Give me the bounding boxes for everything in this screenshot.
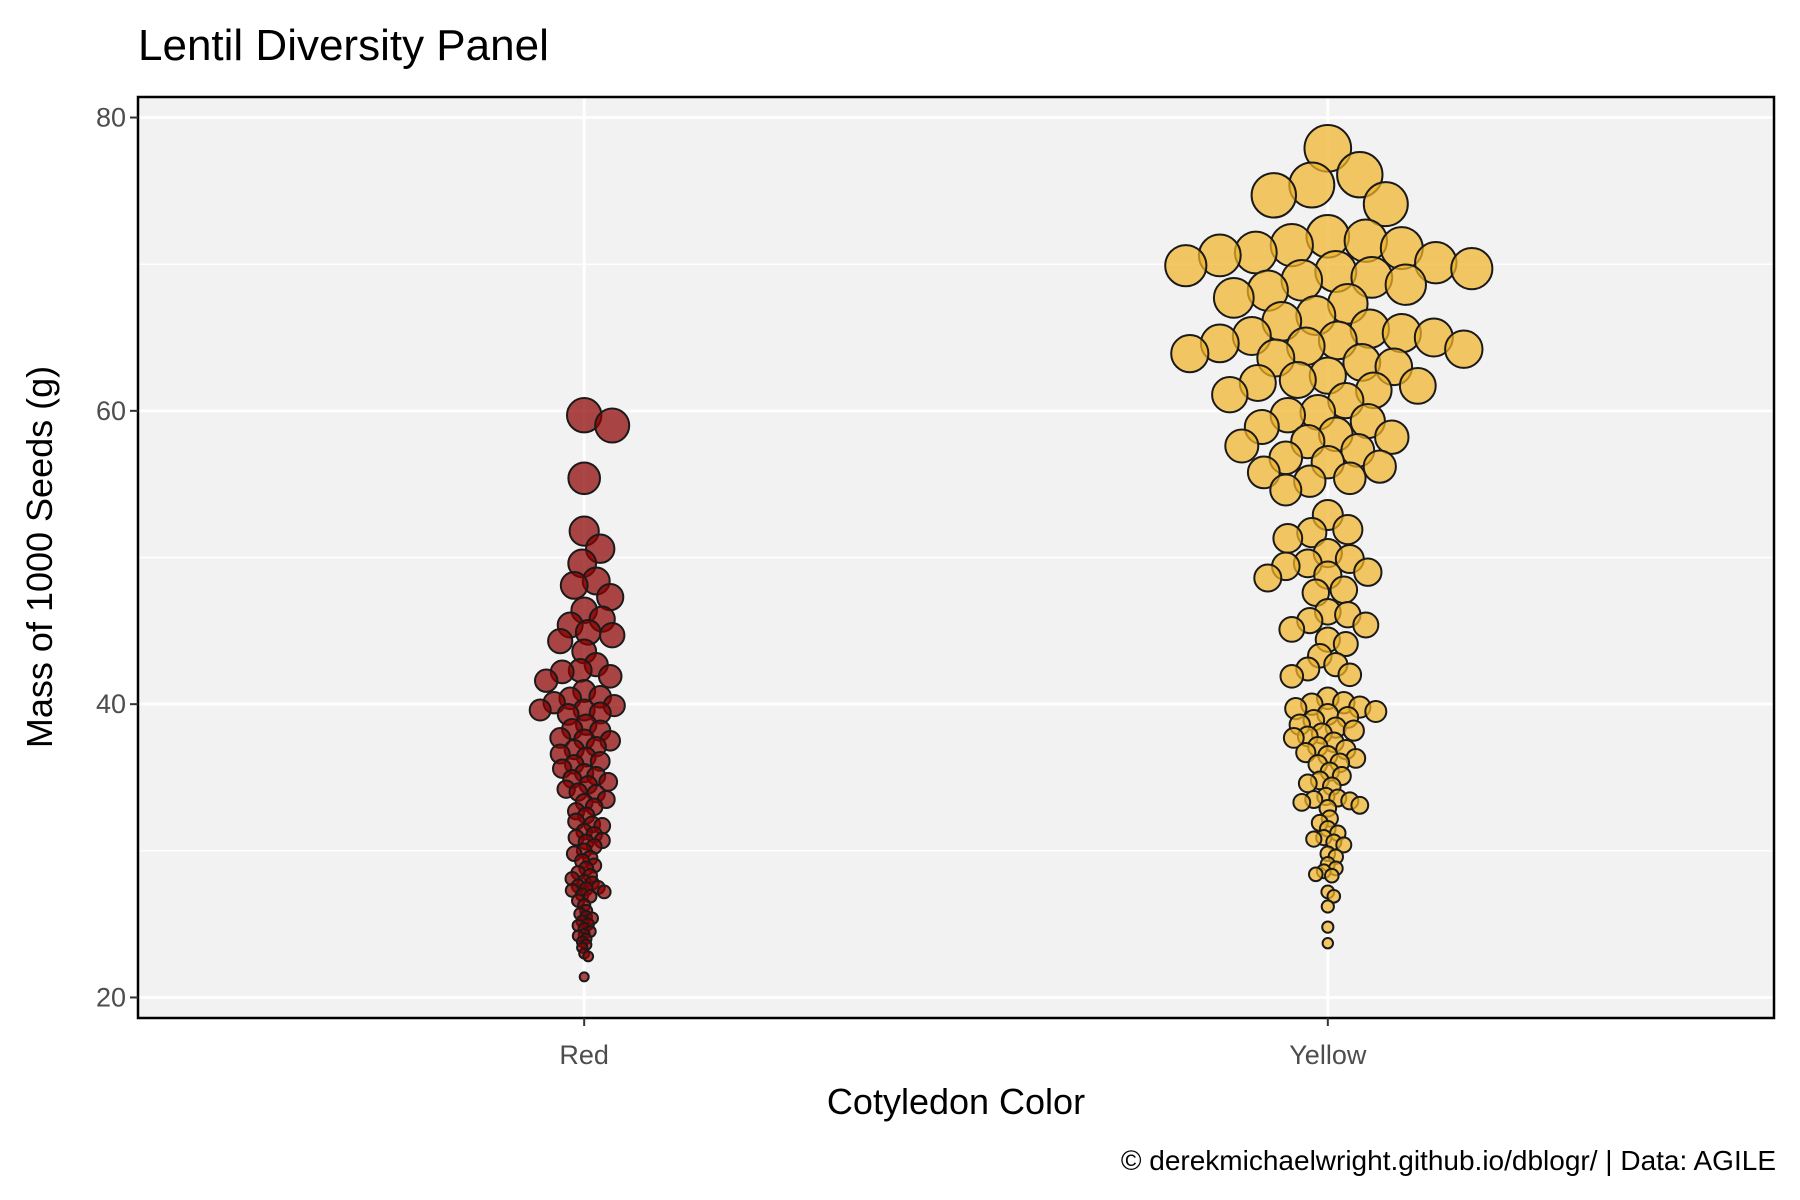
data-point-yellow — [1364, 700, 1388, 723]
x-axis: Red Yellow — [559, 1018, 1367, 1070]
data-point-red — [567, 461, 602, 496]
y-axis: 20 40 60 80 — [96, 103, 138, 1012]
data-point-yellow — [1352, 611, 1380, 639]
data-point-yellow — [1337, 662, 1363, 688]
data-point-yellow — [1350, 795, 1370, 815]
data-point-yellow — [1326, 889, 1342, 904]
y-tick-label: 20 — [96, 982, 126, 1012]
data-point-yellow — [1321, 937, 1335, 950]
data-point-red — [597, 664, 623, 689]
data-point-yellow — [1336, 151, 1384, 199]
data-point-yellow — [1342, 719, 1365, 742]
data-point-yellow — [1332, 514, 1364, 546]
data-point-yellow — [1321, 920, 1335, 934]
x-axis-title: Cotyledon Color — [827, 1081, 1085, 1122]
data-point-yellow — [1211, 376, 1249, 414]
y-axis-title: Mass of 1000 Seeds (g) — [19, 366, 60, 748]
data-point-yellow — [1444, 329, 1484, 369]
data-point-yellow — [1212, 277, 1255, 319]
chart-title: Lentil Diversity Panel — [138, 21, 549, 70]
data-point-yellow — [1272, 523, 1304, 554]
data-point-yellow — [1329, 575, 1359, 605]
data-point-red — [578, 971, 590, 983]
data-point-red — [528, 698, 552, 722]
data-point-yellow — [1282, 727, 1305, 749]
data-point-yellow — [1253, 563, 1283, 593]
plot-panel-border — [136, 95, 1776, 1020]
y-tick-label: 60 — [96, 396, 126, 426]
data-point-yellow — [1335, 836, 1353, 854]
data-point-red — [547, 628, 574, 655]
data-point-red — [594, 407, 631, 444]
data-point-yellow — [1320, 899, 1335, 914]
data-point-yellow — [1308, 866, 1324, 883]
data-point-yellow — [1278, 616, 1306, 643]
x-tick-label: Red — [559, 1040, 609, 1070]
data-point-yellow — [1374, 419, 1410, 455]
data-points — [528, 124, 1494, 983]
data-point-yellow — [1450, 247, 1494, 291]
data-point-yellow — [1279, 664, 1305, 689]
data-point-yellow — [1170, 334, 1210, 374]
data-point-red — [596, 884, 612, 900]
data-point-yellow — [1224, 428, 1260, 464]
data-point-red — [582, 950, 595, 963]
y-tick-label: 40 — [96, 689, 126, 719]
data-point-yellow — [1332, 631, 1359, 657]
data-point-yellow — [1278, 361, 1317, 399]
x-tick-label: Yellow — [1289, 1040, 1367, 1070]
data-point-yellow — [1333, 461, 1367, 496]
data-point-yellow — [1292, 793, 1312, 812]
data-point-red — [534, 668, 559, 693]
data-point-yellow — [1353, 557, 1383, 587]
data-point-yellow — [1343, 218, 1389, 263]
data-point-yellow — [1269, 473, 1303, 507]
data-point-yellow — [1384, 263, 1428, 306]
data-point-yellow — [1164, 244, 1208, 288]
data-point-yellow — [1362, 181, 1409, 228]
data-point-yellow — [1305, 830, 1323, 848]
data-point-yellow — [1398, 367, 1437, 405]
y-tick-label: 80 — [96, 103, 126, 133]
data-point-red — [599, 622, 626, 649]
data-point-red — [559, 571, 589, 600]
data-point-yellow — [1324, 867, 1340, 884]
data-point-yellow — [1250, 172, 1298, 219]
data-point-yellow — [1297, 773, 1318, 794]
chart-caption: © derekmichaelwright.github.io/dblogr/ |… — [1121, 1145, 1776, 1176]
data-point-yellow — [1362, 449, 1397, 484]
data-point-yellow — [1246, 455, 1281, 490]
